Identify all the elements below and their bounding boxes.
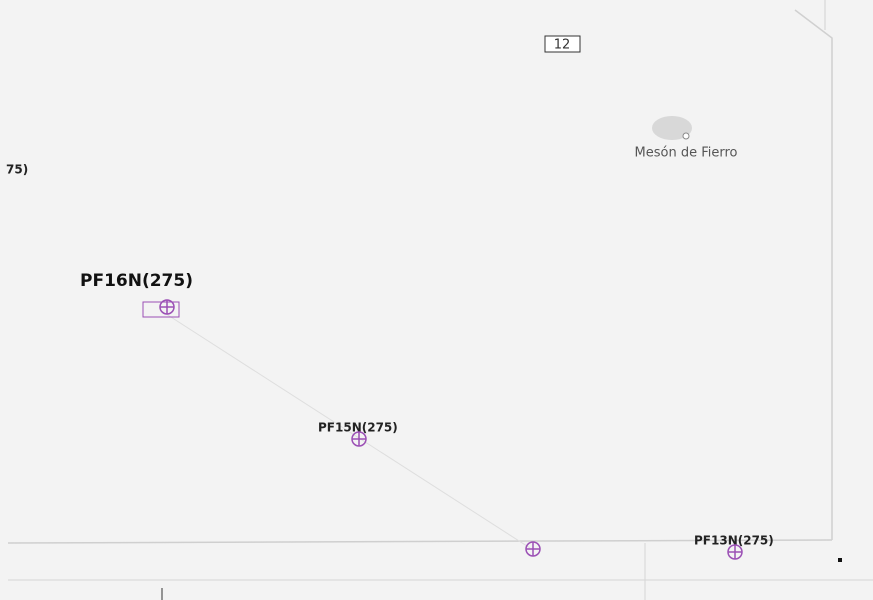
point-box	[142, 301, 180, 318]
boundary	[794, 9, 833, 540]
point-marker	[351, 431, 367, 447]
point-label: PF16N(275)	[80, 271, 193, 291]
road-shield	[544, 35, 581, 53]
boundary	[7, 539, 833, 544]
road-label: 12	[554, 38, 571, 53]
town-dot	[682, 132, 690, 140]
point-marker	[159, 299, 175, 315]
place-label: Mesón de Fierro	[635, 146, 738, 161]
point-marker	[727, 544, 743, 560]
dot	[838, 558, 842, 562]
edge-label: 75)	[6, 163, 28, 177]
route	[159, 309, 531, 549]
point-label: PF15N(275)	[318, 421, 398, 435]
point-label: PF13N(275)	[694, 534, 774, 548]
point-marker	[525, 541, 541, 557]
town-area	[652, 116, 692, 140]
